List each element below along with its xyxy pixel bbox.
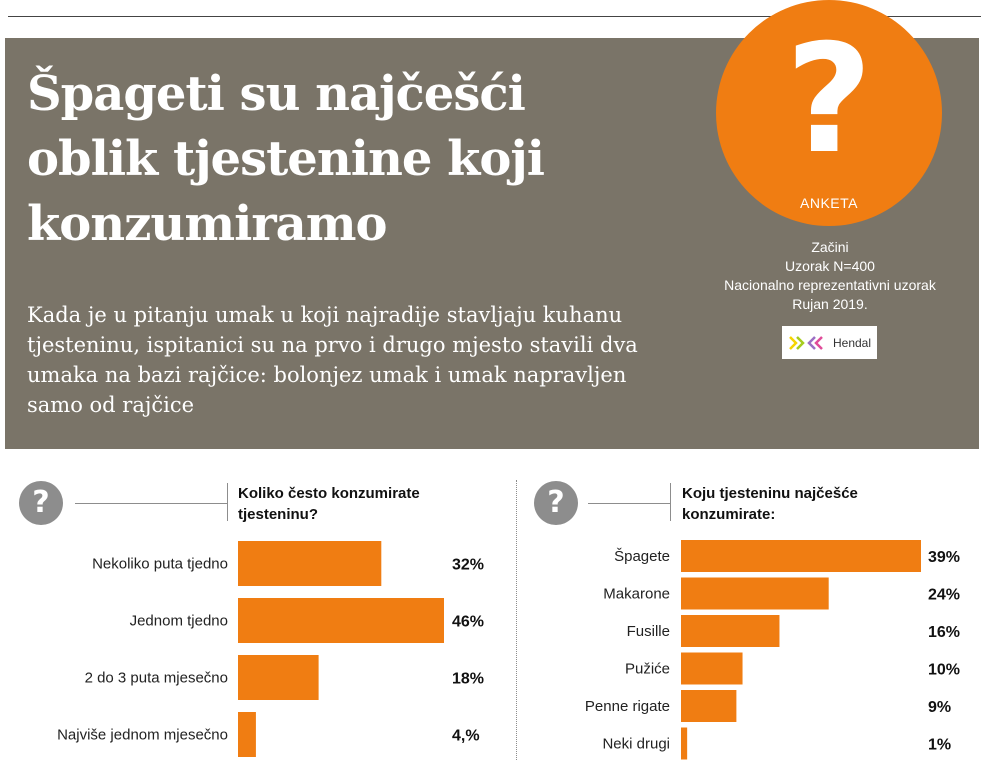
bar-right-4 <box>681 690 737 722</box>
survey-info: Začini Uzorak N=400 Nacionalno reprezent… <box>690 238 970 314</box>
category-label-right-3: Pužiće <box>625 661 670 678</box>
bar-right-1 <box>681 577 829 610</box>
question-vrule-left <box>227 483 228 521</box>
question-rule-left <box>75 503 227 504</box>
bar-left-3 <box>238 712 256 757</box>
top-rule <box>8 16 981 17</box>
bar-left-1 <box>238 598 444 643</box>
category-label-right-4: Penne rigate <box>585 698 670 715</box>
chart-right-title-line-1: Koju tjesteninu najčešće <box>682 485 858 502</box>
survey-date: Rujan 2019. <box>792 296 868 312</box>
value-label-right-0: 39% <box>928 549 960 566</box>
chart-right-title-line-2: konzumirate: <box>682 506 776 523</box>
value-label-right-4: 9% <box>928 699 951 716</box>
chart-right-title: Koju tjesteninu najčešće konzumirate: <box>682 483 972 525</box>
headline-line-2: oblik tjestenine koji <box>27 131 545 187</box>
category-label-left-2: 2 do 3 puta mjesečno <box>85 670 228 687</box>
value-label-right-3: 10% <box>928 662 960 679</box>
question-icon-left: ? <box>19 481 63 525</box>
hendal-logo: Hendal <box>782 326 877 359</box>
question-icon-right: ? <box>534 481 578 525</box>
bar-left-2 <box>238 655 319 700</box>
hendal-logo-icon <box>789 335 823 350</box>
category-label-right-1: Makarone <box>603 586 670 603</box>
badge-label: ANKETA <box>800 195 858 211</box>
category-label-left-0: Nekoliko puta tjedno <box>92 556 228 573</box>
chart-left-title: Koliko često konzumirate tjesteninu? <box>238 483 508 525</box>
column-divider <box>516 480 517 760</box>
bar-right-2 <box>681 615 780 647</box>
lead-text: Kada je u pitanju umak u koji najradije … <box>27 303 638 417</box>
category-label-right-2: Fusille <box>627 623 670 640</box>
survey-sample: Uzorak N=400 <box>785 258 875 274</box>
headline: Špageti su najčešći oblik tjestenine koj… <box>27 62 647 257</box>
bar-left-0 <box>238 541 382 586</box>
value-label-right-1: 24% <box>928 587 960 604</box>
value-label-left-2: 18% <box>452 671 484 688</box>
question-mark-icon: ? <box>785 13 873 187</box>
headline-line-3: konzumiramo <box>27 196 388 252</box>
value-label-left-0: 32% <box>452 557 484 574</box>
value-label-right-5: 1% <box>928 737 951 754</box>
logo-text: Hendal <box>832 335 872 350</box>
category-label-right-0: Špagete <box>614 548 670 565</box>
category-label-right-5: Neki drugi <box>602 736 670 753</box>
bar-right-5 <box>681 727 688 760</box>
chart-left-title-line-2: tjesteninu? <box>238 506 319 523</box>
survey-topic: Začini <box>811 239 849 255</box>
chart-left-title-line-1: Koliko često konzumirate <box>238 485 420 502</box>
value-label-left-3: 4,% <box>452 728 480 745</box>
survey-badge: ? ANKETA <box>716 0 942 226</box>
value-label-left-1: 46% <box>452 614 484 631</box>
headline-line-1: Špageti su najčešći <box>27 66 526 122</box>
survey-sample-type: Nacionalno reprezentativni uzorak <box>724 277 936 293</box>
bar-right-3 <box>681 652 743 685</box>
value-label-right-2: 16% <box>928 624 960 641</box>
category-label-left-3: Najviše jednom mjesečno <box>57 727 228 744</box>
bar-right-0 <box>681 540 921 572</box>
question-rule-right <box>588 503 670 504</box>
question-vrule-right <box>670 483 671 521</box>
category-label-left-1: Jednom tjedno <box>130 613 228 630</box>
